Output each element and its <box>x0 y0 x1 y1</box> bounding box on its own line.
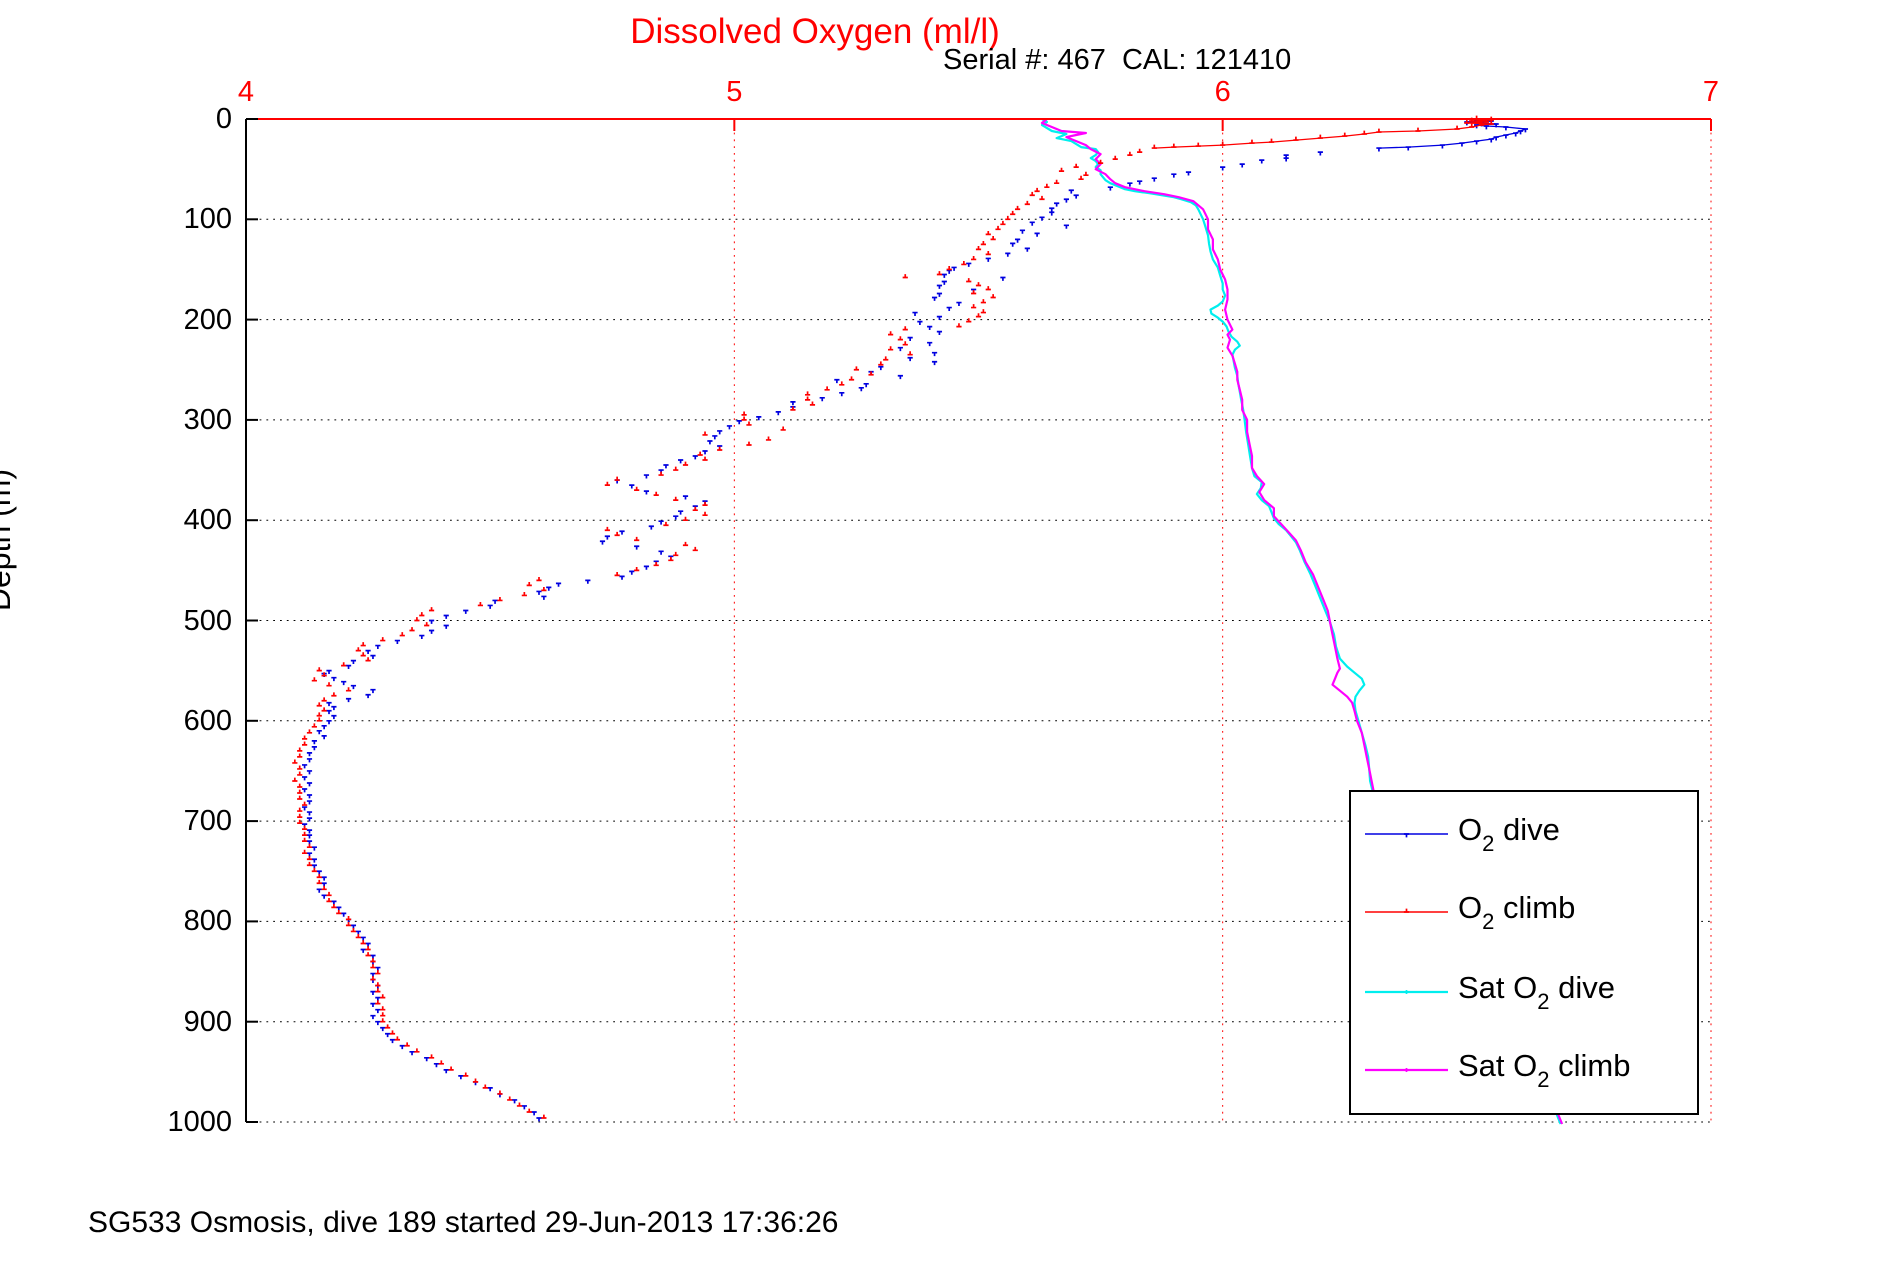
axes-frame <box>245 118 1712 1123</box>
y-tick-label: 600 <box>183 704 232 737</box>
y-tick-label: 400 <box>183 504 232 537</box>
legend-label-sat-o2-dive: Sat O2 dive <box>1458 970 1615 1015</box>
legend-label-o2-climb: O2 climb <box>1458 890 1576 935</box>
x-tick-label: 4 <box>237 76 255 108</box>
y-tick-label: 500 <box>183 604 232 637</box>
legend-box <box>1349 790 1699 1115</box>
x-tick-label: 6 <box>1214 76 1231 108</box>
y-tick-label: 1000 <box>167 1106 232 1138</box>
serial-info: Serial #: 467 CAL: 121410 <box>943 44 1292 76</box>
plot-title: Dissolved Oxygen (ml/l) <box>630 12 1000 51</box>
x-tick-label: 5 <box>726 76 743 108</box>
y-tick-label: 0 <box>215 103 232 135</box>
x-tick-label: 7 <box>1702 76 1720 108</box>
y-tick-label: 100 <box>183 203 232 236</box>
series-o2-climb <box>292 115 1494 1119</box>
legend-label-o2-dive: O2 dive <box>1458 812 1560 857</box>
legend-label-sat-o2-climb: Sat O2 climb <box>1458 1048 1631 1093</box>
y-tick-label: 300 <box>183 403 232 436</box>
y-tick-label: 700 <box>183 805 232 838</box>
y-tick-label: 200 <box>183 303 232 336</box>
y-tick-label: 800 <box>183 905 232 938</box>
dive-caption: SG533 Osmosis, dive 189 started 29-Jun-2… <box>88 1206 839 1239</box>
y-tick-label: 900 <box>183 1005 232 1038</box>
series-o2-dive <box>302 119 1529 1122</box>
y-axis-label: Depth (m) <box>0 468 17 612</box>
